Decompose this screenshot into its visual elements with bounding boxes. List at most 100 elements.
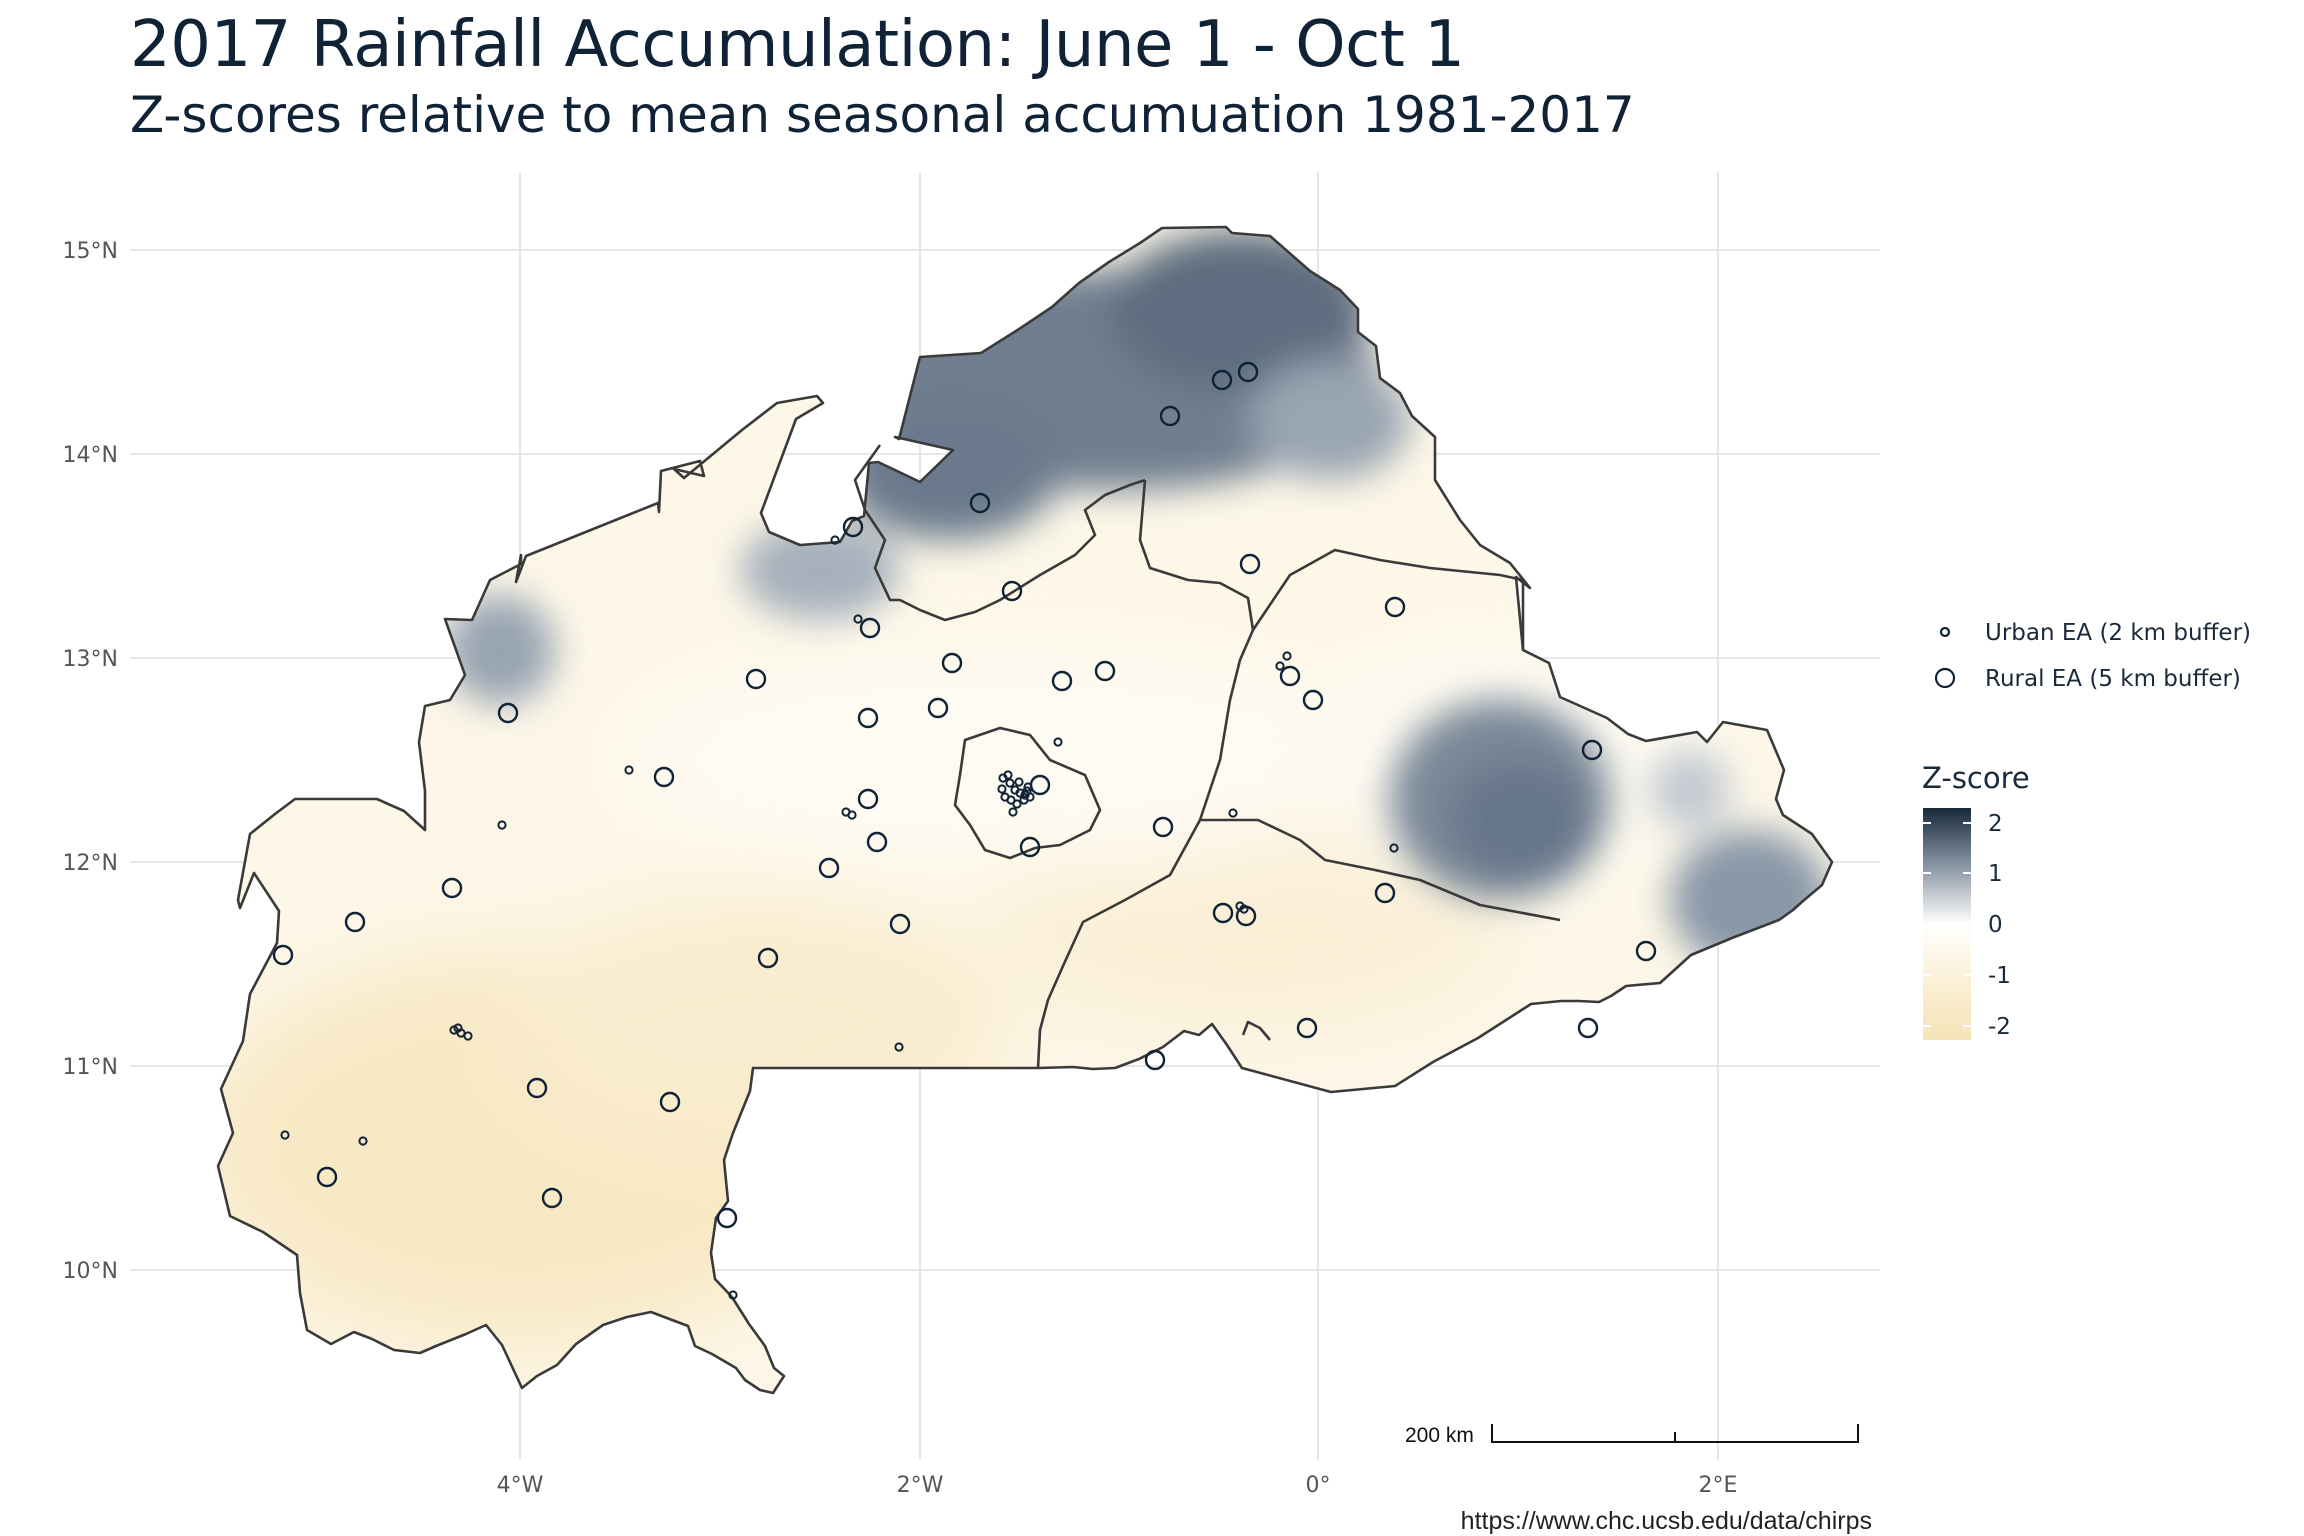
urban-ea-marker [847, 810, 857, 820]
lat-label: 11°N [63, 1055, 118, 1080]
ea-points [272, 361, 1657, 1300]
colorbar-title: Z-score [1922, 761, 2030, 795]
urban-ea-marker [1389, 843, 1399, 853]
rural-ea-marker [1635, 940, 1657, 962]
rural-ea-marker [818, 857, 840, 879]
rural-ea-marker [1152, 816, 1174, 838]
map-subtitle: Z-scores relative to mean seasonal accum… [130, 86, 1635, 144]
rural-ea-marker [1237, 361, 1259, 383]
rural-ea-marker [1239, 553, 1261, 575]
urban-legend-symbol [1939, 626, 1951, 638]
rural-ea-marker [659, 1091, 681, 1113]
urban-ea-marker [998, 773, 1008, 783]
rural-ea-marker [745, 668, 767, 690]
colorbar-tick: 1 [1988, 861, 2003, 887]
urban-ea-marker [1239, 904, 1249, 914]
rural-ea-marker [497, 702, 519, 724]
rural-ea-marker [441, 877, 463, 899]
rural-ea-marker [1296, 1017, 1318, 1039]
rural-ea-marker [1001, 580, 1023, 602]
lon-label: 2°W [897, 1473, 944, 1498]
rural-ea-marker [927, 697, 949, 719]
rural-ea-marker [857, 707, 879, 729]
rural-ea-marker [653, 766, 675, 788]
colorbar-legend: Z-score 2 1 0 -1 -2 [1922, 761, 2030, 1040]
lat-label: 14°N [63, 443, 118, 468]
urban-legend-label: Urban EA (2 km buffer) [1985, 620, 2251, 646]
map-title: 2017 Rainfall Accumulation: June 1 - Oct… [130, 8, 1465, 82]
country-boundary [216, 225, 1834, 1395]
rural-legend-symbol [1934, 667, 1956, 689]
urban-ea-marker [624, 765, 634, 775]
urban-ea-marker [1228, 808, 1238, 818]
urban-ea-marker [1022, 786, 1032, 796]
urban-ea-marker [1006, 795, 1016, 805]
rural-ea-marker [857, 788, 879, 810]
rural-ea-marker [1051, 670, 1073, 692]
rural-ea-marker [941, 652, 963, 674]
urban-ea-marker [1282, 651, 1292, 661]
urban-ea-marker [1023, 782, 1033, 792]
scale-bar-label: 200 km [1405, 1424, 1474, 1447]
lon-label: 2°E [1699, 1473, 1738, 1498]
urban-ea-marker [894, 1042, 904, 1052]
colorbar-tick: 2 [1988, 811, 2003, 837]
rural-ea-marker [1577, 1017, 1599, 1039]
urban-ea-marker [1053, 737, 1063, 747]
urban-ea-marker [997, 784, 1007, 794]
rural-ea-marker [1374, 882, 1396, 904]
rural-ea-marker [889, 913, 911, 935]
urban-ea-marker [728, 1290, 738, 1300]
rural-ea-marker [859, 617, 881, 639]
rural-ea-marker [1159, 405, 1181, 427]
rural-ea-marker [757, 947, 779, 969]
rural-legend-label: Rural EA (5 km buffer) [1985, 666, 2241, 692]
urban-ea-marker [830, 535, 840, 545]
urban-ea-marker [1012, 799, 1022, 809]
urban-ea-marker [453, 1023, 463, 1033]
urban-ea-marker [1275, 661, 1285, 671]
urban-ea-marker [280, 1130, 290, 1140]
lat-label: 13°N [63, 647, 118, 672]
urban-ea-marker [358, 1136, 368, 1146]
lon-axis-labels: 4°W 2°W 0° 2°E [497, 1473, 1738, 1498]
scale-bar: 200 km [1405, 1424, 1859, 1447]
zscore-raster [218, 227, 1832, 1393]
rural-ea-marker [1581, 739, 1603, 761]
lat-label: 15°N [63, 239, 118, 264]
colorbar-tick: -1 [1988, 963, 2011, 989]
rural-ea-marker [541, 1187, 563, 1209]
lat-axis-labels: 15°N 14°N 13°N 12°N 11°N 10°N [63, 239, 118, 1284]
urban-ea-marker [497, 820, 507, 830]
rural-ea-marker [272, 944, 294, 966]
rural-ea-marker [716, 1207, 738, 1229]
rural-ea-marker [842, 516, 864, 538]
rural-ea-marker [1019, 836, 1041, 858]
rural-ea-marker [1384, 596, 1406, 618]
urban-ea-marker [1014, 777, 1024, 787]
region-centre-boundary [953, 726, 1102, 860]
colorbar-tick: 0 [1988, 912, 2003, 938]
rural-ea-marker [1279, 665, 1301, 687]
source-caption: https://www.chc.ucsb.edu/data/chirps [1460, 1507, 1872, 1535]
lat-label: 10°N [63, 1259, 118, 1284]
lat-label: 12°N [63, 851, 118, 876]
rural-ea-marker [344, 911, 366, 933]
rural-ea-marker [1211, 369, 1233, 391]
rural-ea-marker [866, 831, 888, 853]
urban-ea-marker [1005, 778, 1015, 788]
urban-ea-marker [853, 614, 863, 624]
rural-ea-marker [316, 1166, 338, 1188]
colorbar-tick: -2 [1988, 1014, 2011, 1040]
urban-ea-marker [1008, 807, 1018, 817]
rural-ea-marker [526, 1077, 548, 1099]
rural-ea-marker [1094, 660, 1116, 682]
point-legend: Urban EA (2 km buffer) Rural EA (5 km bu… [1934, 620, 2251, 692]
lon-label: 0° [1306, 1473, 1331, 1498]
lon-label: 4°W [497, 1473, 544, 1498]
rural-ea-marker [969, 492, 991, 514]
rural-ea-marker [1144, 1049, 1166, 1071]
rural-ea-marker [1302, 689, 1324, 711]
rural-ea-marker [1212, 902, 1234, 924]
